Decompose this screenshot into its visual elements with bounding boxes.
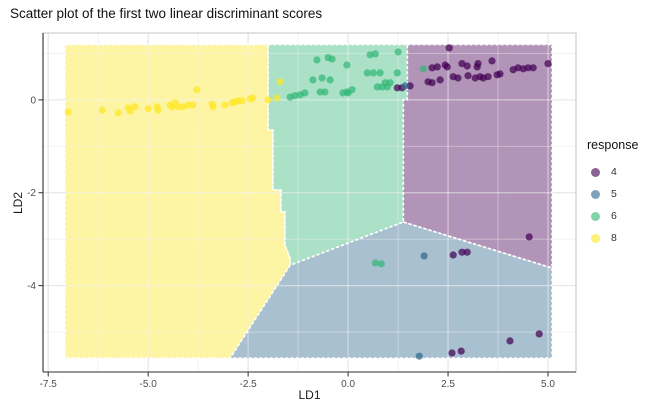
point-response-6 — [363, 69, 371, 77]
point-response-6 — [386, 79, 394, 87]
point-response-6 — [313, 56, 321, 64]
point-response-4 — [506, 337, 514, 345]
point-response-4 — [535, 330, 543, 338]
point-response-5 — [401, 82, 409, 90]
legend-entry-5: 5 — [585, 183, 669, 205]
x-axis-title: LD1 — [298, 388, 321, 402]
point-response-4 — [428, 79, 436, 87]
point-response-4 — [474, 60, 482, 68]
axis-ticks-labels: -7.5 -5.0 -2.5 0.0 2.5 5.0 0 -2 -4 — [27, 95, 555, 390]
point-response-8 — [221, 101, 229, 109]
legend-title: response — [587, 138, 639, 152]
point-response-6 — [309, 76, 317, 84]
legend-entry-4: 4 — [585, 161, 669, 183]
point-response-4 — [496, 70, 504, 78]
legend-key-dot-5 — [591, 189, 600, 199]
point-response-5 — [420, 252, 428, 260]
point-response-6 — [343, 61, 351, 69]
point-response-8 — [276, 78, 284, 86]
legend-entry-8: 8 — [585, 227, 669, 249]
point-response-8 — [189, 101, 197, 109]
point-response-6 — [376, 69, 384, 77]
x-tick-label: 0.0 — [341, 379, 355, 390]
point-response-8 — [193, 86, 201, 94]
decision-regions — [65, 44, 552, 359]
point-response-4 — [544, 60, 552, 68]
legend-key-dot-6 — [591, 211, 600, 221]
point-response-6 — [377, 260, 385, 268]
point-response-6 — [301, 89, 309, 97]
point-response-4 — [436, 76, 444, 84]
point-response-8 — [249, 94, 257, 102]
region-5 — [230, 222, 552, 359]
legend-key-dot-8 — [591, 233, 600, 243]
point-response-4 — [525, 233, 533, 241]
x-tick-label: -2.5 — [240, 379, 258, 390]
point-response-4 — [433, 63, 441, 71]
y-tick-label: 0 — [30, 95, 36, 106]
point-response-4 — [464, 72, 472, 80]
point-response-8 — [209, 103, 217, 111]
point-response-8 — [273, 94, 281, 102]
region-8 — [65, 44, 291, 359]
region-5-boundary — [228, 221, 553, 359]
legend-entries: 4 5 6 8 — [585, 161, 669, 249]
x-tick-label: 2.5 — [441, 379, 455, 390]
point-response-6 — [318, 74, 326, 82]
point-response-4 — [484, 73, 492, 81]
point-response-6 — [371, 259, 379, 267]
point-response-8 — [144, 105, 152, 113]
legend-key-label: 5 — [611, 188, 617, 200]
legend: response 4 5 6 8 — [585, 138, 669, 249]
legend-key-dot-4 — [591, 167, 600, 177]
region-8-boundary — [64, 43, 291, 359]
point-response-4 — [488, 57, 496, 65]
point-response-4 — [524, 64, 532, 72]
point-response-6 — [371, 50, 379, 58]
y-tick-label: -4 — [27, 281, 36, 292]
point-response-5 — [415, 352, 423, 360]
y-tick-label: -2 — [27, 188, 36, 199]
point-response-8 — [64, 108, 72, 116]
point-response-8 — [238, 97, 246, 105]
point-response-6 — [348, 86, 356, 94]
chart-title: Scatter plot of the first two linear dis… — [10, 6, 323, 21]
point-response-4 — [445, 44, 453, 52]
point-response-6 — [321, 88, 329, 96]
legend-key-label: 4 — [611, 166, 617, 178]
point-response-4 — [443, 63, 451, 71]
point-response-8 — [114, 109, 122, 117]
point-response-4 — [463, 62, 471, 70]
point-response-6 — [326, 76, 334, 84]
point-response-4 — [449, 251, 457, 259]
point-response-8 — [264, 96, 272, 104]
point-response-6 — [369, 69, 377, 77]
y-axis-title: LD2 — [11, 192, 25, 215]
point-response-8 — [98, 106, 106, 114]
point-response-4 — [457, 347, 465, 355]
point-response-4 — [448, 349, 456, 357]
point-response-8 — [131, 103, 139, 111]
legend-entry-6: 6 — [585, 205, 669, 227]
x-tick-label: 5.0 — [541, 379, 555, 390]
point-response-4 — [458, 248, 466, 256]
region-boundaries — [64, 43, 553, 359]
point-response-6 — [419, 65, 427, 73]
point-response-8 — [126, 107, 134, 115]
point-response-4 — [529, 64, 537, 72]
x-tick-label: -7.5 — [40, 379, 58, 390]
point-response-6 — [393, 69, 401, 77]
point-response-4 — [463, 248, 471, 256]
point-response-8 — [154, 106, 162, 114]
legend-key-label: 8 — [611, 232, 617, 244]
point-response-6 — [394, 48, 402, 56]
scatter-points — [64, 44, 552, 360]
x-tick-label: -5.0 — [140, 379, 158, 390]
point-response-6 — [328, 55, 336, 63]
grid-over-regions — [64, 44, 553, 359]
point-response-4 — [454, 74, 462, 82]
legend-key-label: 6 — [611, 210, 617, 222]
